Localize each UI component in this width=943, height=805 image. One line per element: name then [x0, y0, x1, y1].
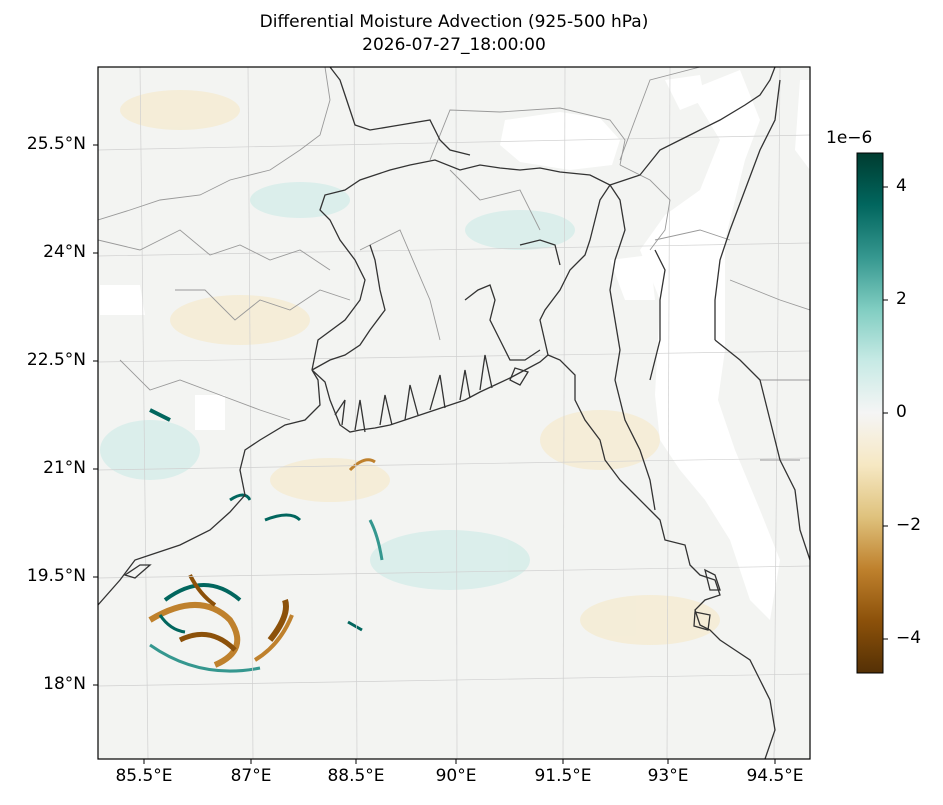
lon-label: 87°E	[230, 766, 272, 786]
colorbar	[856, 152, 884, 674]
axis-ticks	[93, 144, 776, 764]
colorbar-tick-label: 0	[896, 402, 907, 422]
chart-subtitle: 2026-07-27_18:00:00	[362, 35, 546, 55]
colorbar-tick-label: −4	[896, 628, 922, 648]
map-plot-area	[98, 67, 810, 759]
colorbar-exponent: 1e−6	[826, 128, 873, 148]
lat-label: 24°N	[43, 242, 86, 262]
lon-label: 93°E	[647, 766, 689, 786]
lon-label: 94.5°E	[746, 766, 804, 786]
coastlines	[98, 67, 810, 759]
colorbar-ticks	[883, 186, 888, 640]
colorbar-tick-label: 4	[896, 176, 907, 196]
lat-label: 18°N	[43, 674, 86, 694]
chart-title: Differential Moisture Advection (925-500…	[259, 12, 649, 32]
colorbar-tick-label: 2	[896, 289, 907, 309]
cyclone-feature	[148, 408, 384, 673]
graticule	[98, 67, 810, 759]
colorbar-tick-label: −2	[896, 515, 922, 535]
lat-label: 22.5°N	[26, 350, 86, 370]
lat-label: 21°N	[43, 458, 86, 478]
field-anomalies	[100, 90, 720, 645]
masked-terrain	[100, 70, 810, 620]
lon-label: 91.5°E	[534, 766, 592, 786]
state-borders	[98, 67, 810, 461]
lat-label: 25.5°N	[26, 134, 86, 154]
map-frame	[97, 66, 811, 760]
lon-label: 88.5°E	[327, 766, 385, 786]
lon-label: 90°E	[435, 766, 477, 786]
lon-label: 85.5°E	[115, 766, 173, 786]
lat-label: 19.5°N	[26, 566, 86, 586]
